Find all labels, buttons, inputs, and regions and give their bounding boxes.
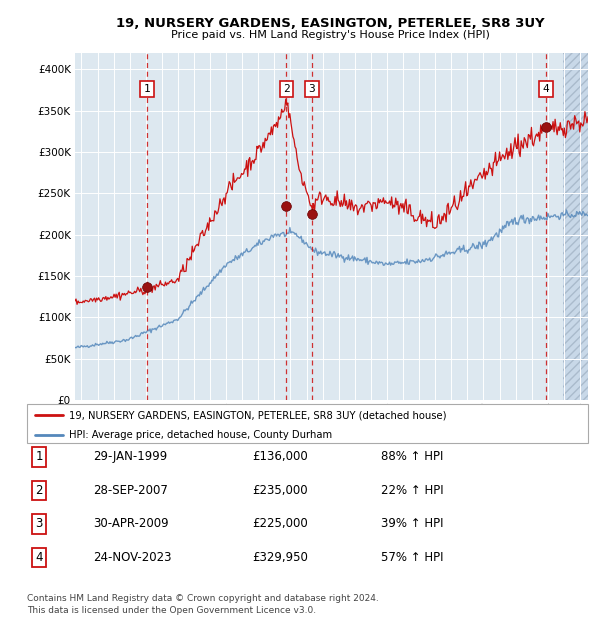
Text: Contains HM Land Registry data © Crown copyright and database right 2024.: Contains HM Land Registry data © Crown c… (27, 594, 379, 603)
Text: Price paid vs. HM Land Registry's House Price Index (HPI): Price paid vs. HM Land Registry's House … (170, 30, 490, 40)
Text: 2: 2 (283, 84, 290, 94)
Text: 4: 4 (35, 551, 43, 564)
Text: 39% ↑ HPI: 39% ↑ HPI (381, 518, 443, 530)
Bar (563, 53, 588, 400)
Text: 22% ↑ HPI: 22% ↑ HPI (381, 484, 443, 497)
Text: 28-SEP-2007: 28-SEP-2007 (93, 484, 168, 497)
Text: HPI: Average price, detached house, County Durham: HPI: Average price, detached house, Coun… (69, 430, 332, 440)
Text: £225,000: £225,000 (252, 518, 308, 530)
Text: 2: 2 (35, 484, 43, 497)
Text: £136,000: £136,000 (252, 451, 308, 463)
Text: 1: 1 (143, 84, 151, 94)
Text: 19, NURSERY GARDENS, EASINGTON, PETERLEE, SR8 3UY (detached house): 19, NURSERY GARDENS, EASINGTON, PETERLEE… (69, 410, 446, 420)
Text: 4: 4 (543, 84, 550, 94)
Text: 1: 1 (35, 451, 43, 463)
Bar (563, 53, 588, 400)
Text: 24-NOV-2023: 24-NOV-2023 (93, 551, 172, 564)
Text: 30-APR-2009: 30-APR-2009 (93, 518, 169, 530)
Text: £235,000: £235,000 (252, 484, 308, 497)
Text: 88% ↑ HPI: 88% ↑ HPI (381, 451, 443, 463)
Text: £329,950: £329,950 (252, 551, 308, 564)
Text: 57% ↑ HPI: 57% ↑ HPI (381, 551, 443, 564)
Text: 19, NURSERY GARDENS, EASINGTON, PETERLEE, SR8 3UY: 19, NURSERY GARDENS, EASINGTON, PETERLEE… (116, 17, 544, 30)
Text: 3: 3 (308, 84, 315, 94)
Text: This data is licensed under the Open Government Licence v3.0.: This data is licensed under the Open Gov… (27, 606, 316, 616)
Text: 3: 3 (35, 518, 43, 530)
Text: 29-JAN-1999: 29-JAN-1999 (93, 451, 167, 463)
